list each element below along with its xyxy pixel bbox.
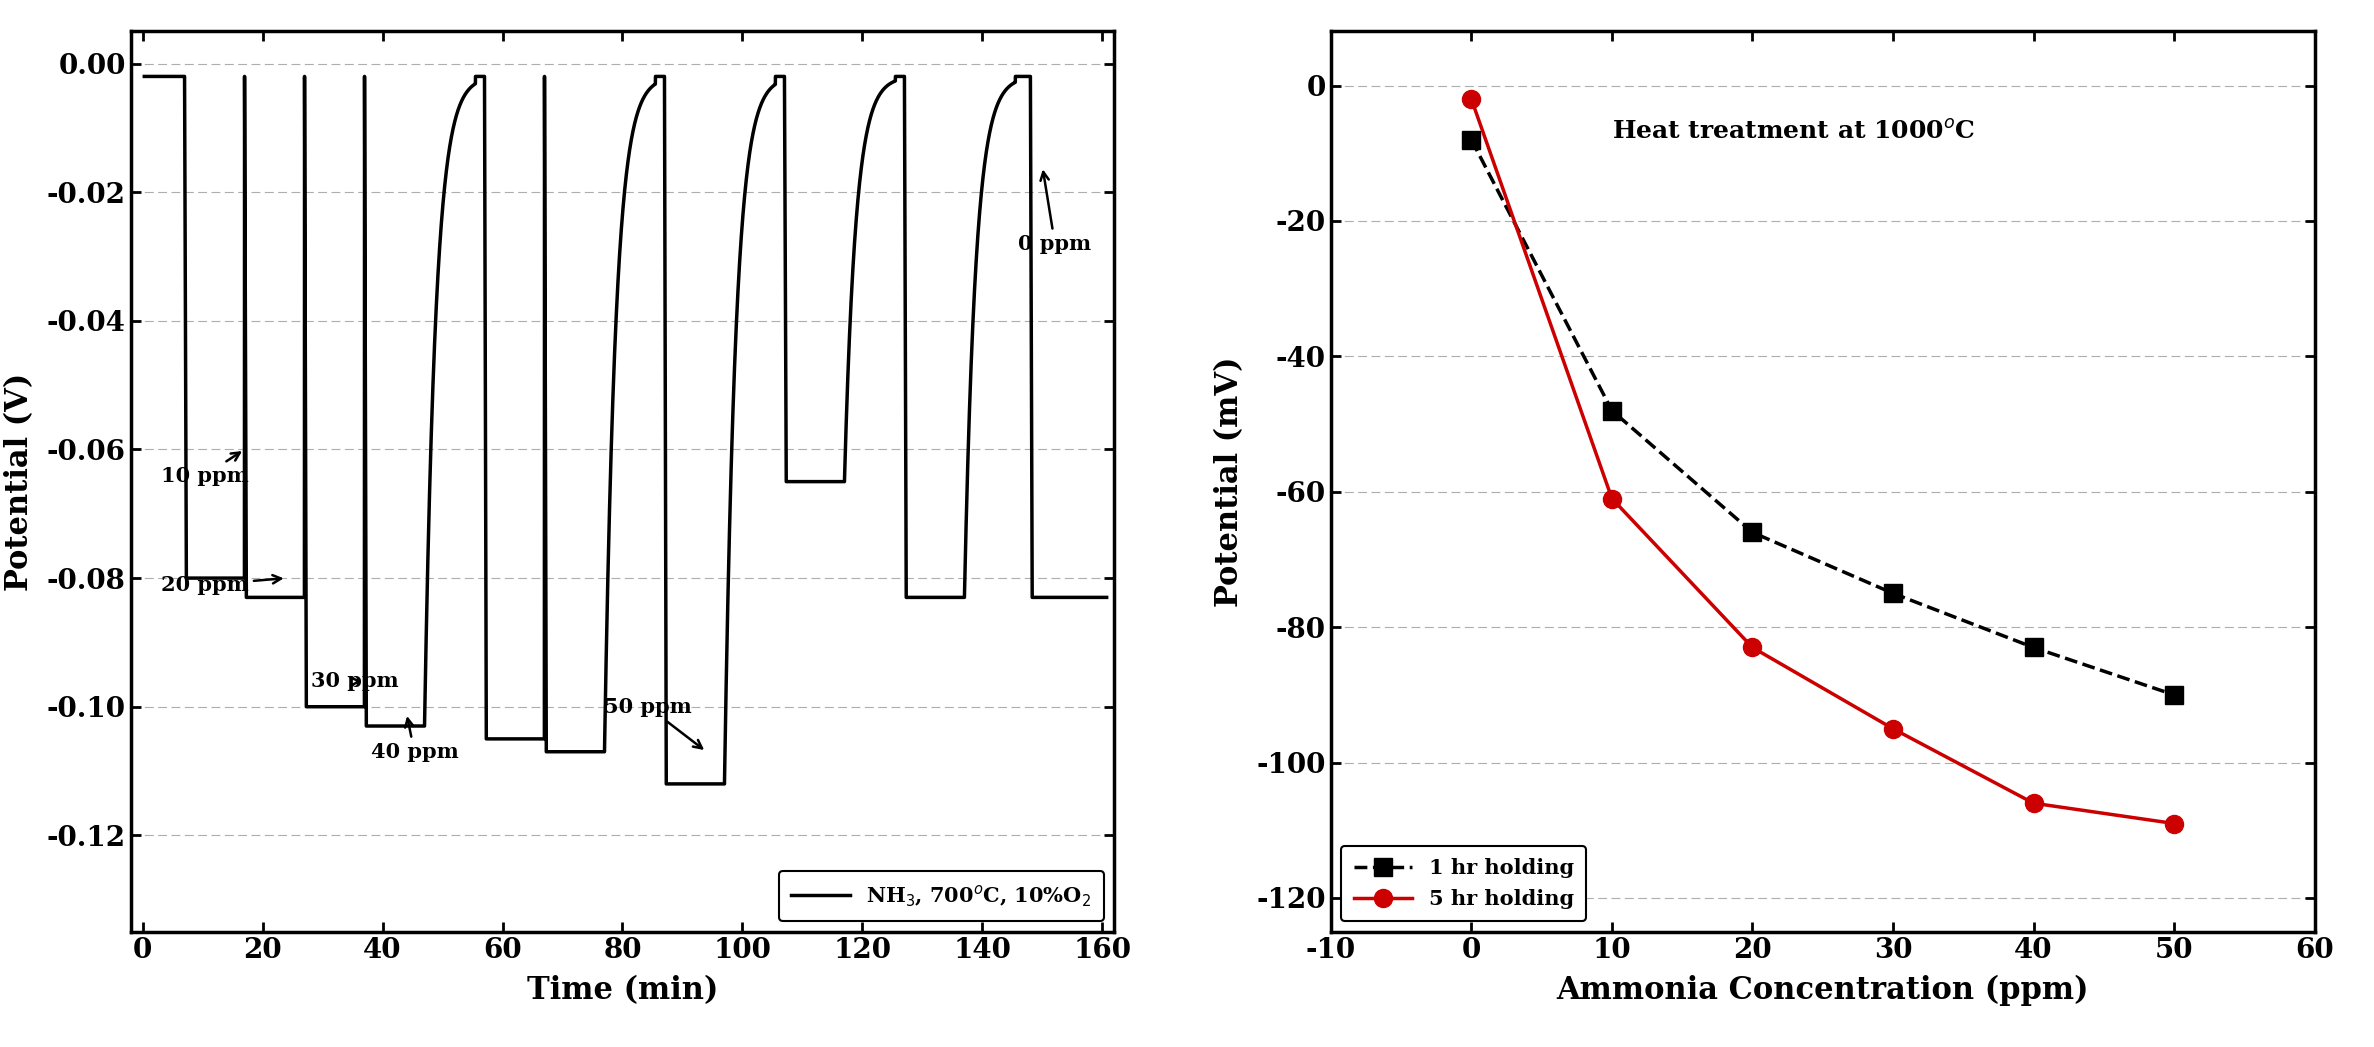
Line: 1 hr holding: 1 hr holding [1462, 131, 2184, 704]
X-axis label: Time (min): Time (min) [527, 975, 719, 1006]
1 hr holding [1458, 133, 1486, 146]
Y-axis label: Potential (mV): Potential (mV) [1215, 356, 1246, 607]
X-axis label: Ammonia Concentration (ppm): Ammonia Concentration (ppm) [1557, 975, 2089, 1006]
5 hr holding [2160, 818, 2189, 830]
Legend: 1 hr holding, 5 hr holding: 1 hr holding, 5 hr holding [1341, 846, 1586, 921]
5 hr holding [2020, 797, 2049, 809]
5 hr holding [1738, 641, 1766, 653]
5 hr holding [1878, 722, 1906, 735]
1 hr holding [1598, 404, 1626, 417]
Text: Heat treatment at 1000$^o$C: Heat treatment at 1000$^o$C [1612, 119, 1975, 143]
1 hr holding [1738, 526, 1766, 538]
1 hr holding [1878, 587, 1906, 600]
Legend: NH$_3$, 700$^o$C, 10%O$_2$: NH$_3$, 700$^o$C, 10%O$_2$ [779, 871, 1104, 921]
Y-axis label: Potential (V): Potential (V) [5, 373, 36, 591]
5 hr holding [1598, 492, 1626, 505]
1 hr holding [2160, 689, 2189, 701]
5 hr holding [1458, 93, 1486, 106]
Text: 30 ppm: 30 ppm [311, 671, 399, 691]
Text: 50 ppm: 50 ppm [605, 697, 703, 749]
1 hr holding [2020, 641, 2049, 653]
Text: 20 ppm: 20 ppm [161, 575, 280, 595]
Text: 0 ppm: 0 ppm [1018, 172, 1092, 254]
Text: 10 ppm: 10 ppm [161, 452, 249, 486]
Text: 40 ppm: 40 ppm [370, 718, 458, 762]
Line: 5 hr holding: 5 hr holding [1462, 90, 2184, 832]
